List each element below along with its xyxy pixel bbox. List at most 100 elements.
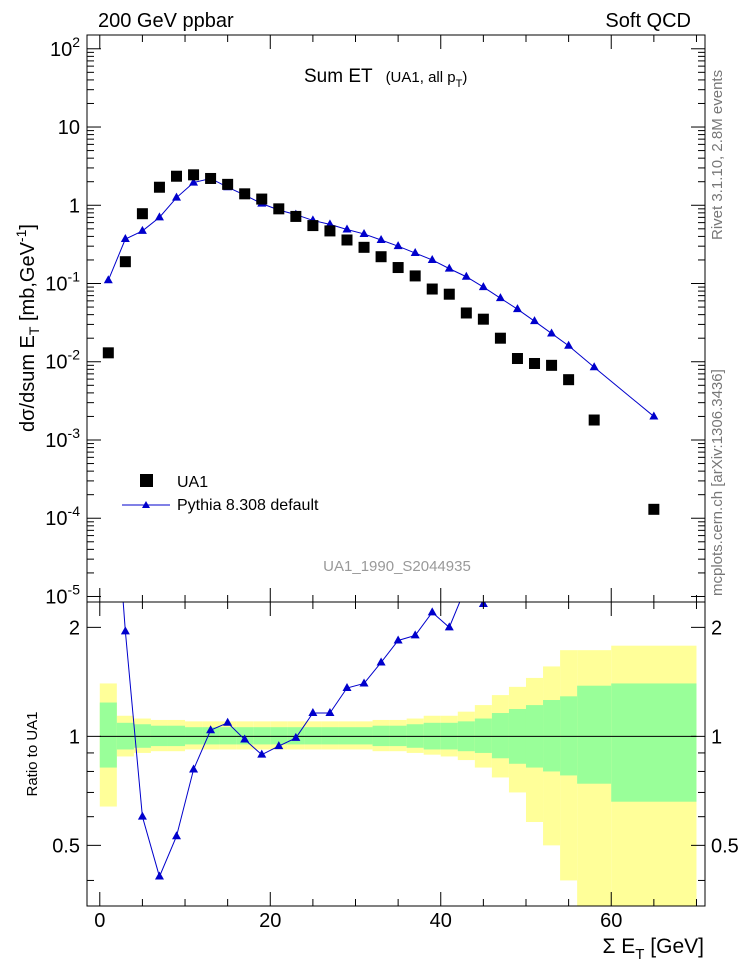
ua1-point — [205, 172, 217, 184]
ua1-point — [307, 220, 319, 232]
pythia-point — [410, 248, 420, 257]
main-y-tick-labels: 102 10 1 10-1 10-2 10-3 10-4 10-5 — [45, 34, 80, 609]
header-left: 200 GeV ppbar — [98, 10, 234, 32]
ratio-y-tick-labels: 0.5 0.5 1 1 2 2 — [52, 617, 739, 857]
ratio-point — [274, 741, 284, 750]
ua1-point — [511, 353, 523, 365]
ratio-point — [444, 622, 454, 631]
mcplots-label: mcplots.cern.ch [arXiv:1306.3436] — [709, 369, 726, 596]
ua1-point — [477, 313, 489, 325]
rivet-label: Rivet 3.1.10, 2.8M events — [709, 70, 726, 240]
ua1-point — [648, 503, 660, 515]
pythia-point — [376, 234, 386, 243]
ratio-point — [137, 811, 147, 820]
ratio-band-inner — [219, 727, 237, 745]
main-y-tick-label: 102 — [50, 34, 80, 61]
ratio-y-tick-label: 0.5 — [52, 835, 80, 857]
ratio-band-inner — [338, 727, 356, 745]
ua1-point — [460, 307, 472, 319]
ua1-point — [588, 414, 600, 426]
ua1-point — [392, 262, 404, 274]
ratio-band-inner — [611, 683, 697, 802]
x-tick-labels: 0 20 40 60 — [94, 910, 622, 932]
ratio-panel: 0.5 0.5 1 1 2 2 0 20 40 60 Ratio to UA1 Σ ET [Ge… — [24, 601, 739, 963]
ratio-frame — [86, 601, 706, 907]
main-y-tick-label: 10-3 — [45, 425, 80, 452]
plot-title: Sum ET (UA1, all pT) — [304, 66, 467, 90]
ua1-point — [256, 193, 268, 205]
ua1-point — [119, 256, 131, 268]
ua1-point — [443, 288, 455, 300]
header-right: Soft QCD — [605, 10, 691, 32]
ratio-band-inner — [321, 727, 339, 745]
ratio-point — [359, 678, 369, 687]
ua1-point — [494, 332, 506, 344]
ratio-axis-ticks — [87, 602, 705, 906]
ua1-point — [222, 178, 234, 190]
main-y-axis-label: dσ/dsum ET [mb,GeV-1] — [13, 224, 42, 432]
pythia-point — [189, 177, 199, 186]
ratio-point — [291, 732, 301, 741]
ratio-point — [376, 657, 386, 666]
ua1-point — [529, 357, 541, 369]
ratio-point — [172, 831, 182, 840]
main-y-tick-label: 10-2 — [45, 347, 80, 374]
ua1-point — [153, 181, 165, 193]
ua1-point — [136, 208, 148, 220]
ratio-band-inner — [491, 713, 509, 759]
pythia-point — [325, 219, 335, 228]
main-y-tick-label: 1 — [69, 195, 80, 217]
ratio-uncertainty-bands — [99, 645, 697, 906]
ua1-point — [409, 270, 421, 282]
ratio-y-tick-label-right: 2 — [711, 617, 722, 639]
pythia-point — [649, 411, 659, 420]
ratio-series — [120, 602, 488, 880]
ua1-point — [358, 241, 370, 253]
main-y-tick-label: 10-1 — [45, 269, 80, 296]
ratio-point — [240, 734, 250, 743]
legend-label-pythia: Pythia 8.308 default — [177, 497, 319, 514]
ratio-band-inner — [543, 700, 561, 772]
pythia-point — [427, 254, 437, 263]
legend-marker-ua1 — [140, 474, 153, 487]
main-y-tick-label: 10-5 — [45, 581, 80, 608]
pythia-point — [495, 293, 505, 302]
pythia-point — [342, 224, 352, 233]
ua1-point — [102, 347, 114, 359]
pythia-point — [530, 316, 540, 325]
pythia-point — [478, 282, 488, 291]
main-plot-marks — [102, 169, 660, 515]
ratio-band-inner — [185, 727, 203, 745]
ratio-band-inner — [577, 685, 612, 784]
ratio-band-inner — [355, 727, 373, 745]
ratio-y-tick-label: 2 — [69, 617, 80, 639]
ua1-point — [324, 225, 336, 237]
main-y-tick-label: 10 — [58, 117, 80, 139]
ratio-line — [122, 602, 484, 879]
pythia-point — [137, 225, 147, 234]
ratio-point — [410, 630, 420, 639]
ratio-point — [393, 635, 403, 644]
ratio-band-inner — [270, 727, 288, 745]
main-frame — [86, 34, 706, 603]
pythia-point — [359, 228, 369, 237]
ua1-point — [290, 210, 302, 222]
ratio-band-inner — [304, 727, 322, 745]
ua1-point — [188, 169, 200, 181]
ua1-point — [341, 234, 353, 246]
ratio-point — [206, 725, 216, 734]
x-tick-label: 20 — [259, 910, 281, 932]
ratio-point — [154, 871, 164, 880]
ratio-point — [189, 764, 199, 773]
ratio-point — [308, 708, 318, 717]
pythia-point — [589, 362, 599, 371]
legend-label-ua1: UA1 — [177, 474, 208, 491]
ua1-point — [375, 251, 387, 263]
pythia-point — [461, 271, 471, 280]
ratio-plot-marks — [120, 602, 488, 880]
pythia-point — [512, 304, 522, 313]
pythia-point — [154, 212, 164, 221]
ratio-band-inner — [253, 727, 271, 745]
pythia-point — [393, 241, 403, 250]
